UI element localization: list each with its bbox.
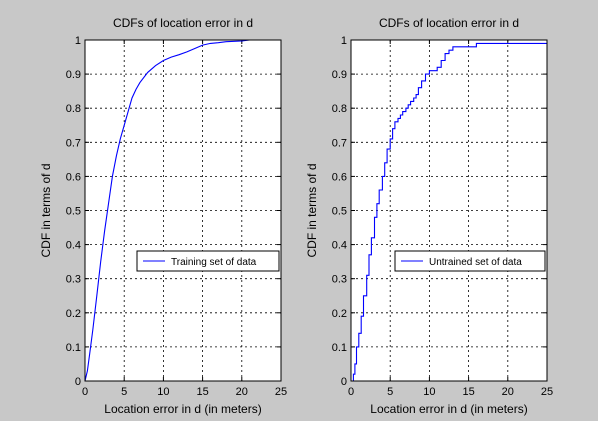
y-tick-label: 0.8 bbox=[66, 103, 81, 115]
x-tick-label: 15 bbox=[196, 386, 208, 398]
y-tick-label: 1 bbox=[75, 35, 81, 47]
plot-area bbox=[85, 40, 281, 381]
series-line-1 bbox=[84, 39, 281, 382]
y-tick-label: 0.9 bbox=[66, 69, 81, 81]
y-tick-label: 0.2 bbox=[332, 308, 347, 320]
axes-frame bbox=[350, 39, 548, 382]
legend-box bbox=[394, 250, 546, 272]
x-tick-label: 0 bbox=[348, 386, 354, 398]
x-tick-label: 25 bbox=[275, 386, 287, 398]
series-line-1 bbox=[351, 42, 547, 382]
chart-title: CDFs of location error in d bbox=[113, 16, 253, 30]
y-axis-label: CDF in terms of d bbox=[39, 163, 53, 257]
y-tick-label: 0.6 bbox=[66, 171, 81, 183]
plot-area bbox=[351, 40, 547, 381]
x-tick-label: 0 bbox=[82, 386, 88, 398]
y-tick-label: 0.8 bbox=[332, 103, 347, 115]
y-tick-label: 0.6 bbox=[332, 171, 347, 183]
x-tick-label: 10 bbox=[423, 386, 435, 398]
y-axis-label: CDF in terms of d bbox=[305, 163, 319, 257]
plot-2: 0 5 10 15 20 25 0 0.1 0.2 0.3 0.4 0.5 0.6 0.7 0.8 0.9 1 C… bbox=[305, 16, 553, 416]
y-tick-label: 0.1 bbox=[66, 342, 81, 354]
y-tick-label: 0.4 bbox=[332, 240, 347, 252]
x-tick-label: 20 bbox=[502, 386, 514, 398]
y-tick-label: 0.3 bbox=[66, 274, 81, 286]
y-tick-label: 0.1 bbox=[332, 342, 347, 354]
y-tick-label: 0.7 bbox=[332, 137, 347, 149]
x-tick-label: 10 bbox=[157, 386, 169, 398]
legend-box bbox=[136, 250, 280, 272]
y-tick-label: 1 bbox=[341, 35, 347, 47]
x-tick-label: 20 bbox=[236, 386, 248, 398]
x-tick-label: 5 bbox=[121, 386, 127, 398]
x-tick-label: 25 bbox=[541, 386, 553, 398]
y-tick-label: 0.3 bbox=[332, 274, 347, 286]
y-tick-label: 0.4 bbox=[66, 240, 81, 252]
y-tick-label: 0 bbox=[341, 376, 347, 388]
x-axis-label: Location error in d (in meters) bbox=[370, 402, 527, 416]
legend-label: Untrained set of data bbox=[429, 257, 522, 268]
y-tick-label: 0 bbox=[75, 376, 81, 388]
axes-frame bbox=[84, 39, 282, 382]
plot-1: 0 5 10 15 20 25 0 0.1 0.2 0.3 0.4 0.5 0.6 0.7 0.8 0.9 1 C… bbox=[39, 16, 287, 416]
x-axis-label: Location error in d (in meters) bbox=[104, 402, 261, 416]
y-tick-label: 0.7 bbox=[66, 137, 81, 149]
legend: Untrained set of data bbox=[394, 250, 546, 272]
legend-label: Training set of data bbox=[171, 257, 257, 268]
x-tick-label: 15 bbox=[462, 386, 474, 398]
x-tick-label: 5 bbox=[387, 386, 393, 398]
chart-title: CDFs of location error in d bbox=[379, 16, 519, 30]
y-tick-label: 0.2 bbox=[66, 308, 81, 320]
legend: Training set of data bbox=[136, 250, 280, 272]
y-tick-label: 0.5 bbox=[332, 206, 347, 218]
y-tick-label: 0.5 bbox=[66, 206, 81, 218]
y-tick-label: 0.9 bbox=[332, 69, 347, 81]
